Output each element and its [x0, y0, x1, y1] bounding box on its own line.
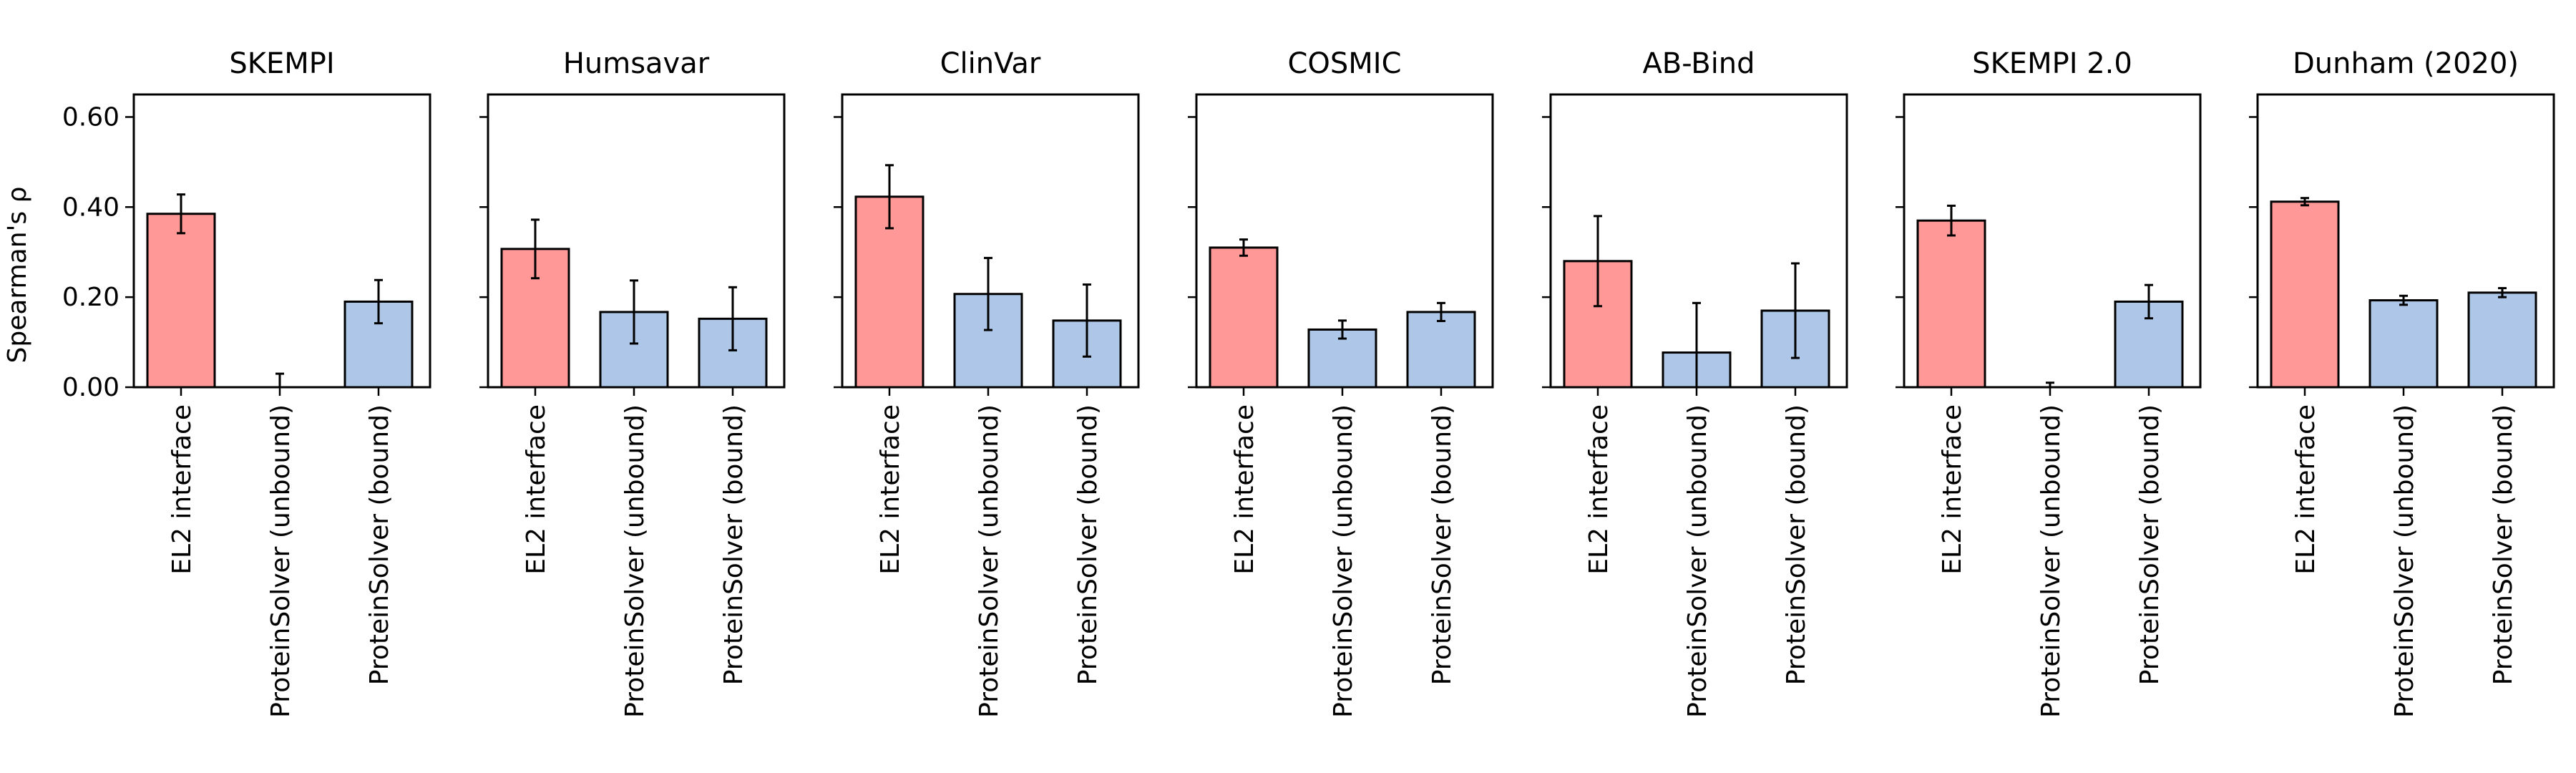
panel-title: ClinVar — [940, 47, 1041, 80]
x-tick-label: ProteinSolver (bound) — [365, 404, 394, 685]
x-tick-label: ProteinSolver (bound) — [2489, 404, 2518, 685]
axes-frame — [2256, 93, 2555, 389]
panel-3: COSMIC EL2 interface ProteinSolver (unboun… — [1188, 47, 1494, 718]
x-tick-label: ProteinSolver (unbound) — [2390, 404, 2419, 718]
x-tick-label: EL2 interface — [167, 404, 197, 575]
x-tick-label: EL2 interface — [2291, 404, 2321, 575]
x-tick-label: ProteinSolver (bound) — [1782, 404, 1811, 685]
panel-2: ClinVar EL2 interface ProteinSolver (unbou… — [834, 47, 1140, 718]
x-tick-label: ProteinSolver (bound) — [2135, 404, 2165, 685]
x-tick-label: EL2 interface — [1230, 404, 1259, 575]
panel-title: Dunham (2020) — [2293, 47, 2519, 80]
x-tick-label: ProteinSolver (unbound) — [975, 404, 1004, 718]
bar — [2467, 291, 2537, 389]
panel-title: SKEMPI — [229, 47, 334, 80]
panel-6: Dunham (2020) EL2 interface ProteinSolver … — [2249, 47, 2555, 718]
panel-title: SKEMPI 2.0 — [1972, 47, 2132, 80]
panel-1: Humsavar EL2 interface ProteinSolver (unbo… — [479, 47, 786, 718]
x-tick-label: ProteinSolver (bound) — [719, 404, 748, 685]
bar — [1209, 246, 1279, 389]
panel-title: AB-Bind — [1642, 47, 1755, 80]
axes-frame — [841, 93, 1140, 389]
panel-0: SKEMPI EL2 interface ProteinSolver (unboun… — [62, 47, 431, 718]
x-tick-label: EL2 interface — [1938, 404, 1967, 575]
x-tick-label: ProteinSolver (bound) — [1428, 404, 1457, 685]
x-tick-label: EL2 interface — [522, 404, 551, 575]
x-tick-label: ProteinSolver (unbound) — [620, 404, 650, 718]
x-tick-label: ProteinSolver (unbound) — [1683, 404, 1712, 718]
x-tick-label: EL2 interface — [1584, 404, 1614, 575]
bar — [1916, 219, 1986, 389]
x-tick-label: ProteinSolver (unbound) — [1329, 404, 1358, 718]
axes-frame — [487, 93, 786, 389]
bar — [146, 213, 216, 389]
axes-frame — [1549, 93, 1848, 389]
y-tick-label: 0.60 — [62, 102, 119, 132]
y-axis-label: Spearman's ρ — [3, 187, 32, 364]
y-tick-label: 0.40 — [62, 193, 119, 222]
panel-title: COSMIC — [1287, 47, 1401, 80]
panel-title: Humsavar — [563, 47, 710, 80]
x-tick-label: ProteinSolver (unbound) — [266, 404, 296, 718]
y-tick-label: 0.20 — [62, 283, 119, 312]
panel-5: SKEMPI 2.0 EL2 interface ProteinSolver (un… — [1896, 47, 2202, 718]
panels-layer: SKEMPI EL2 interface ProteinSolver (unboun… — [62, 47, 2555, 718]
panel-4: AB-Bind EL2 interface ProteinSolver (unbou… — [1542, 47, 1848, 718]
axes-frame — [1195, 93, 1494, 389]
x-tick-label: EL2 interface — [876, 404, 905, 575]
bar — [2368, 299, 2439, 389]
axes-frame — [1903, 93, 2202, 389]
y-tick-label: 0.00 — [62, 373, 119, 402]
axes-frame — [132, 93, 431, 389]
x-tick-label: ProteinSolver (unbound) — [2036, 404, 2066, 718]
bar — [2270, 200, 2340, 389]
x-tick-label: ProteinSolver (bound) — [1073, 404, 1103, 685]
bar — [1406, 311, 1476, 389]
